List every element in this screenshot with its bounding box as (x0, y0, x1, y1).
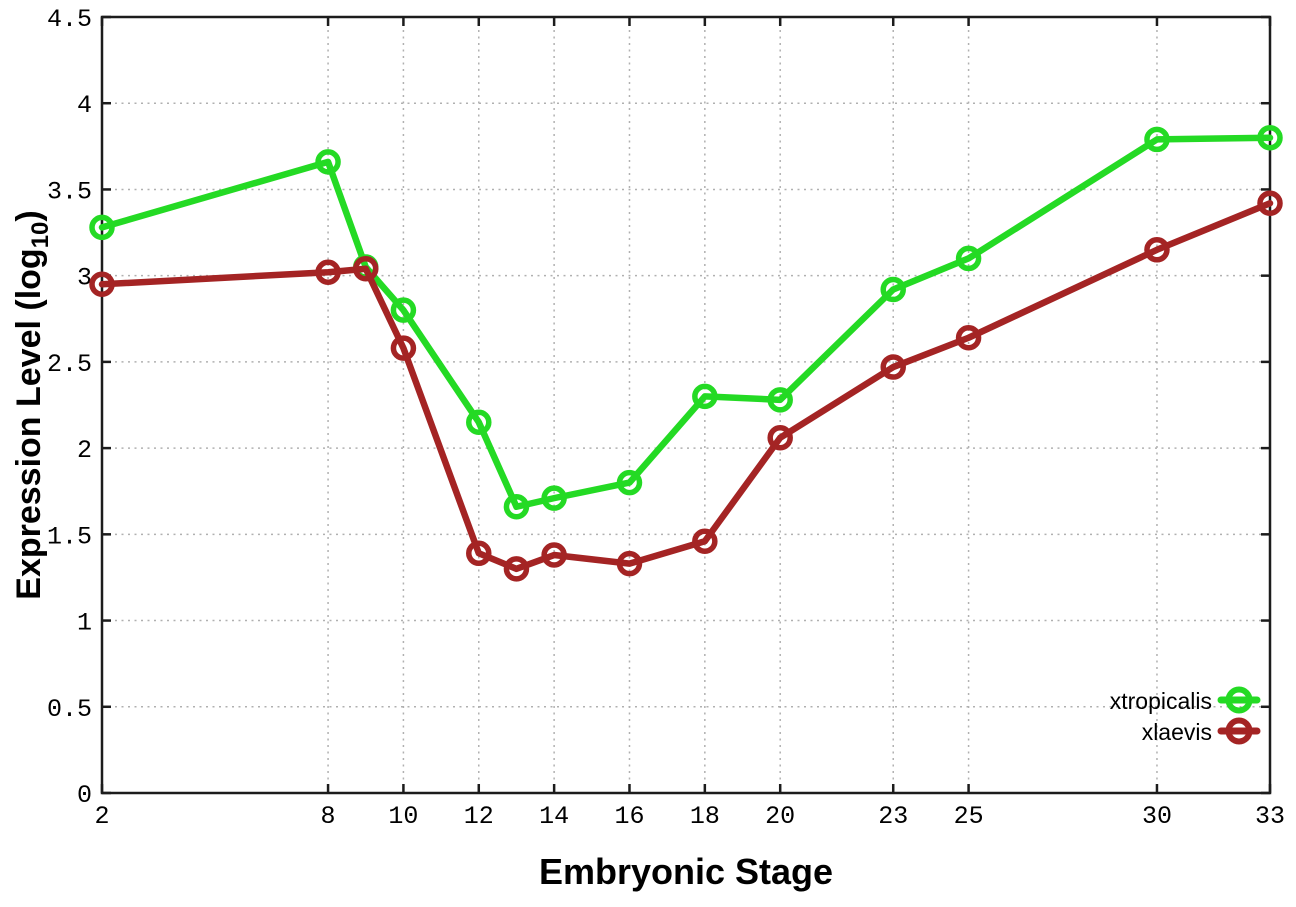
series-xlaevis-point (1257, 190, 1283, 216)
legend-marker-xtropicalis (1225, 686, 1253, 714)
y-tick-label: 2 (77, 436, 92, 465)
series-xlaevis-point (692, 528, 718, 554)
x-tick-label: 12 (464, 802, 494, 831)
x-tick-label: 16 (614, 802, 644, 831)
x-tick-label: 20 (765, 802, 795, 831)
y-tick-label: 0 (77, 781, 92, 810)
x-tick-label: 30 (1142, 802, 1172, 831)
series-xtropicalis-point (315, 149, 341, 175)
series-xlaevis-point (466, 540, 492, 567)
y-tick-label: 4.5 (47, 5, 92, 34)
tick-labels-layer: 2 8 10 12 14 16 18 20 23 25 30 33 0 0.5 1 1.5 2 2.5 3 3.5 4 4… (47, 5, 1285, 831)
x-tick-label: 18 (690, 802, 720, 831)
x-tick-label: 23 (878, 802, 908, 831)
x-tick-label: 14 (539, 802, 569, 831)
series-xlaevis-point (541, 542, 567, 568)
series-xlaevis-point (1144, 237, 1170, 263)
grid-layer (102, 17, 1270, 793)
series-xtropicalis-point (616, 469, 643, 496)
series-xlaevis-point (390, 335, 417, 361)
x-tick-label: 10 (388, 802, 418, 831)
series-xtropicalis-point (1257, 124, 1283, 151)
series-xtropicalis-point (541, 485, 567, 511)
series-xtropicalis-point (880, 276, 906, 303)
x-tick-label: 2 (94, 802, 109, 831)
legend-label-xlaevis: xlaevis (1142, 719, 1212, 745)
x-tick-label: 8 (321, 802, 336, 831)
series-xlaevis-point (767, 425, 793, 451)
x-axis-title: Embryonic Stage (539, 851, 833, 892)
y-tick-label: 1.5 (47, 522, 92, 551)
series-layer (89, 124, 1283, 582)
y-tick-label: 3 (77, 264, 92, 293)
series-xlaevis-line (98, 199, 1274, 573)
plot-border (100, 15, 1272, 795)
axes-layer (100, 15, 1272, 795)
series-xlaevis-point (503, 556, 530, 582)
legend-row-xlaevis: xlaevis (1142, 717, 1261, 745)
y-axis-title-close: ) (10, 210, 48, 221)
series-xlaevis-point (315, 259, 341, 285)
series-xlaevis-point (616, 550, 643, 577)
series-xtropicalis-point (503, 493, 530, 520)
y-axis-title-subscript: 10 (27, 222, 54, 249)
series-xtropicalis-point (692, 383, 718, 410)
legend-row-xtropicalis: xtropicalis (1110, 686, 1261, 714)
y-tick-label: 1 (77, 609, 92, 638)
series-xtropicalis-point (767, 387, 793, 413)
series-xtropicalis-point (89, 214, 115, 241)
series-xtropicalis-line (98, 134, 1274, 510)
series-xtropicalis-point (955, 245, 982, 272)
series-xlaevis-point (89, 271, 115, 298)
series-xtropicalis-point (1144, 126, 1170, 153)
legend-marker-xlaevis (1225, 717, 1253, 745)
y-axis-title-main: Expression Level (log (10, 248, 48, 599)
series-xtropicalis-point (390, 297, 417, 323)
series-xlaevis-point (352, 256, 379, 282)
series-xlaevis-point (955, 324, 982, 351)
y-tick-label: 3.5 (47, 177, 92, 206)
legend-label-xtropicalis: xtropicalis (1110, 688, 1212, 714)
x-tick-label: 33 (1255, 802, 1285, 831)
y-tick-label: 2.5 (47, 350, 92, 379)
y-tick-label: 4 (77, 91, 92, 120)
series-xtropicalis-point (466, 409, 492, 435)
legend: xtropicalis xlaevis (1110, 686, 1261, 745)
y-tick-label: 0.5 (47, 695, 92, 724)
x-tick-label: 25 (954, 802, 984, 831)
series-xlaevis-point (880, 354, 906, 380)
y-axis-title: Expression Level (log10) (10, 210, 54, 599)
